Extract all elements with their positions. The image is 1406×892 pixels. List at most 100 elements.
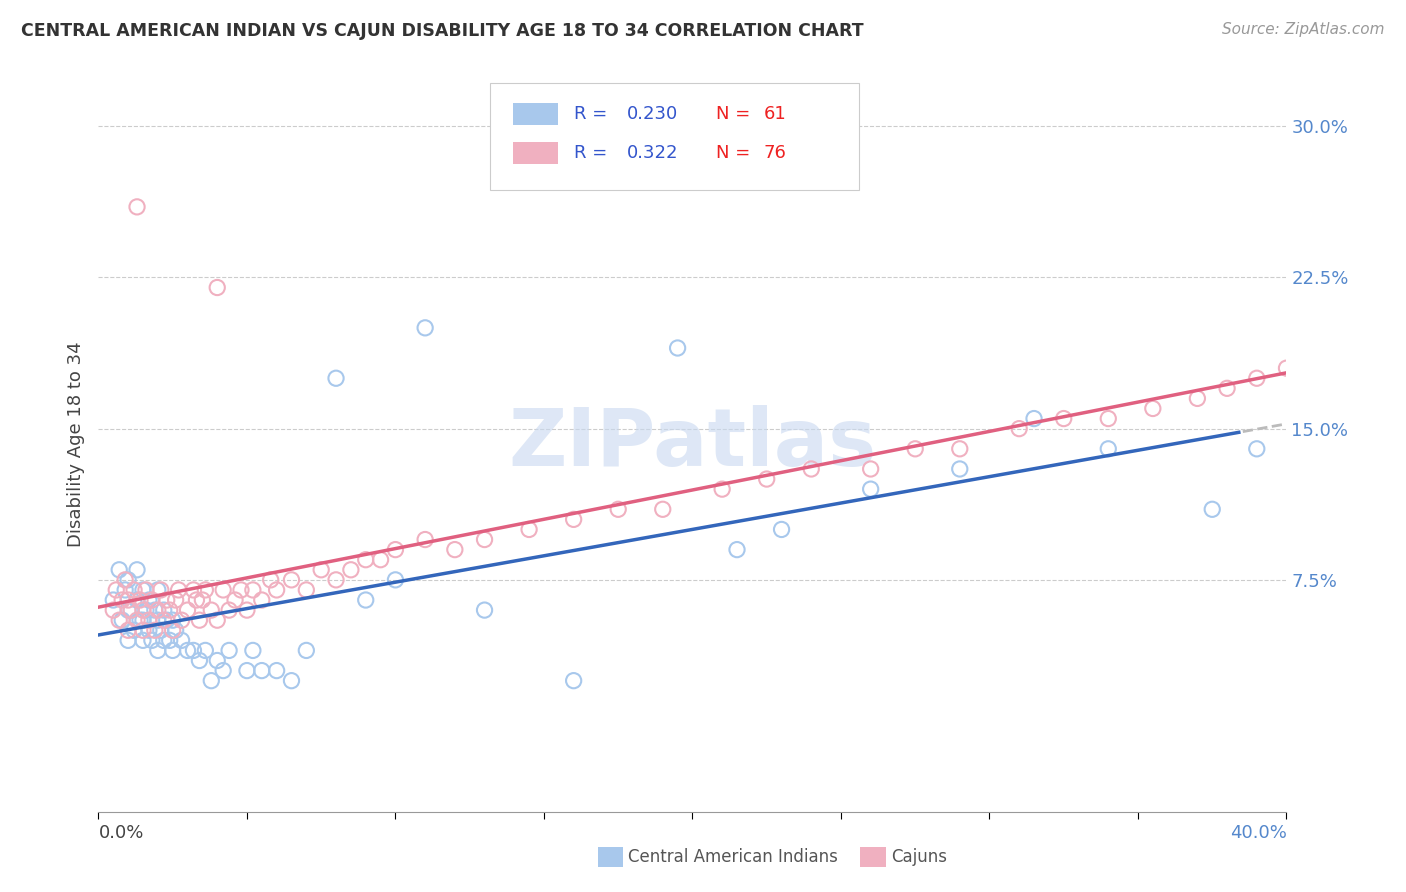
Text: N =: N = <box>716 105 756 123</box>
Point <box>212 582 235 597</box>
Point <box>651 502 673 516</box>
Point <box>129 613 152 627</box>
Point <box>1246 442 1268 456</box>
Point <box>770 523 793 537</box>
Point <box>800 462 823 476</box>
Point <box>146 603 169 617</box>
Text: N =: N = <box>716 145 756 162</box>
Point <box>1320 331 1343 345</box>
Point <box>138 593 160 607</box>
Point <box>170 633 193 648</box>
Point <box>146 582 169 597</box>
Point <box>138 624 160 638</box>
Point <box>194 582 217 597</box>
Text: Cajuns: Cajuns <box>891 848 948 866</box>
Point <box>183 643 205 657</box>
Point <box>236 664 259 678</box>
Point <box>105 582 128 597</box>
Point <box>725 542 748 557</box>
Point <box>205 280 228 294</box>
Point <box>122 582 145 597</box>
Point <box>159 603 181 617</box>
Point <box>117 603 139 617</box>
Point <box>165 593 187 607</box>
Point <box>949 462 972 476</box>
Point <box>188 653 211 667</box>
Point <box>218 643 240 657</box>
Point <box>149 624 172 638</box>
Y-axis label: Disability Age 18 to 34: Disability Age 18 to 34 <box>66 341 84 547</box>
Point <box>562 673 585 688</box>
Point <box>212 664 235 678</box>
Point <box>474 603 496 617</box>
Point <box>114 573 136 587</box>
Point <box>165 624 187 638</box>
FancyBboxPatch shape <box>491 83 859 190</box>
Point <box>111 613 134 627</box>
Point <box>200 603 222 617</box>
Point <box>200 673 222 688</box>
Point <box>146 643 169 657</box>
Text: 76: 76 <box>763 145 786 162</box>
Point <box>132 633 155 648</box>
Point <box>103 603 125 617</box>
Point <box>167 582 190 597</box>
Point <box>218 603 240 617</box>
Point <box>186 593 208 607</box>
Point <box>1275 361 1298 376</box>
Point <box>108 613 131 627</box>
Point <box>250 664 273 678</box>
Point <box>191 593 214 607</box>
Point <box>413 321 436 335</box>
Point <box>132 603 155 617</box>
Point <box>156 613 179 627</box>
Text: 40.0%: 40.0% <box>1230 824 1286 842</box>
Point <box>188 613 211 627</box>
Point <box>384 542 406 557</box>
Point <box>162 613 184 627</box>
Point <box>474 533 496 547</box>
Point <box>132 582 155 597</box>
Point <box>132 624 155 638</box>
Point <box>149 582 172 597</box>
Point <box>183 582 205 597</box>
Point <box>122 624 145 638</box>
Point <box>354 552 377 566</box>
Point <box>159 633 181 648</box>
Point <box>949 442 972 456</box>
Point <box>1334 321 1357 335</box>
Text: 0.230: 0.230 <box>627 105 678 123</box>
Point <box>1291 351 1313 365</box>
Point <box>1008 422 1031 436</box>
Point <box>266 664 288 678</box>
Point <box>370 552 392 566</box>
Point <box>607 502 630 516</box>
Point <box>1022 411 1045 425</box>
Point <box>236 603 259 617</box>
Point <box>129 593 152 607</box>
Point <box>1053 411 1076 425</box>
Point <box>108 563 131 577</box>
Point <box>755 472 778 486</box>
Point <box>250 593 273 607</box>
Text: 0.322: 0.322 <box>627 145 679 162</box>
Point <box>229 582 252 597</box>
Point <box>152 613 174 627</box>
Text: Central American Indians: Central American Indians <box>628 848 838 866</box>
Text: Source: ZipAtlas.com: Source: ZipAtlas.com <box>1222 22 1385 37</box>
Point <box>340 563 363 577</box>
Point <box>859 462 882 476</box>
Point <box>152 603 174 617</box>
Text: R =: R = <box>574 105 613 123</box>
Point <box>242 643 264 657</box>
Point <box>1201 502 1223 516</box>
Point <box>711 482 734 496</box>
Point <box>125 563 148 577</box>
Point <box>170 613 193 627</box>
Point <box>325 371 347 385</box>
Point <box>309 563 332 577</box>
Point <box>205 613 228 627</box>
Point <box>146 613 169 627</box>
Point <box>135 603 157 617</box>
Point <box>325 573 347 587</box>
